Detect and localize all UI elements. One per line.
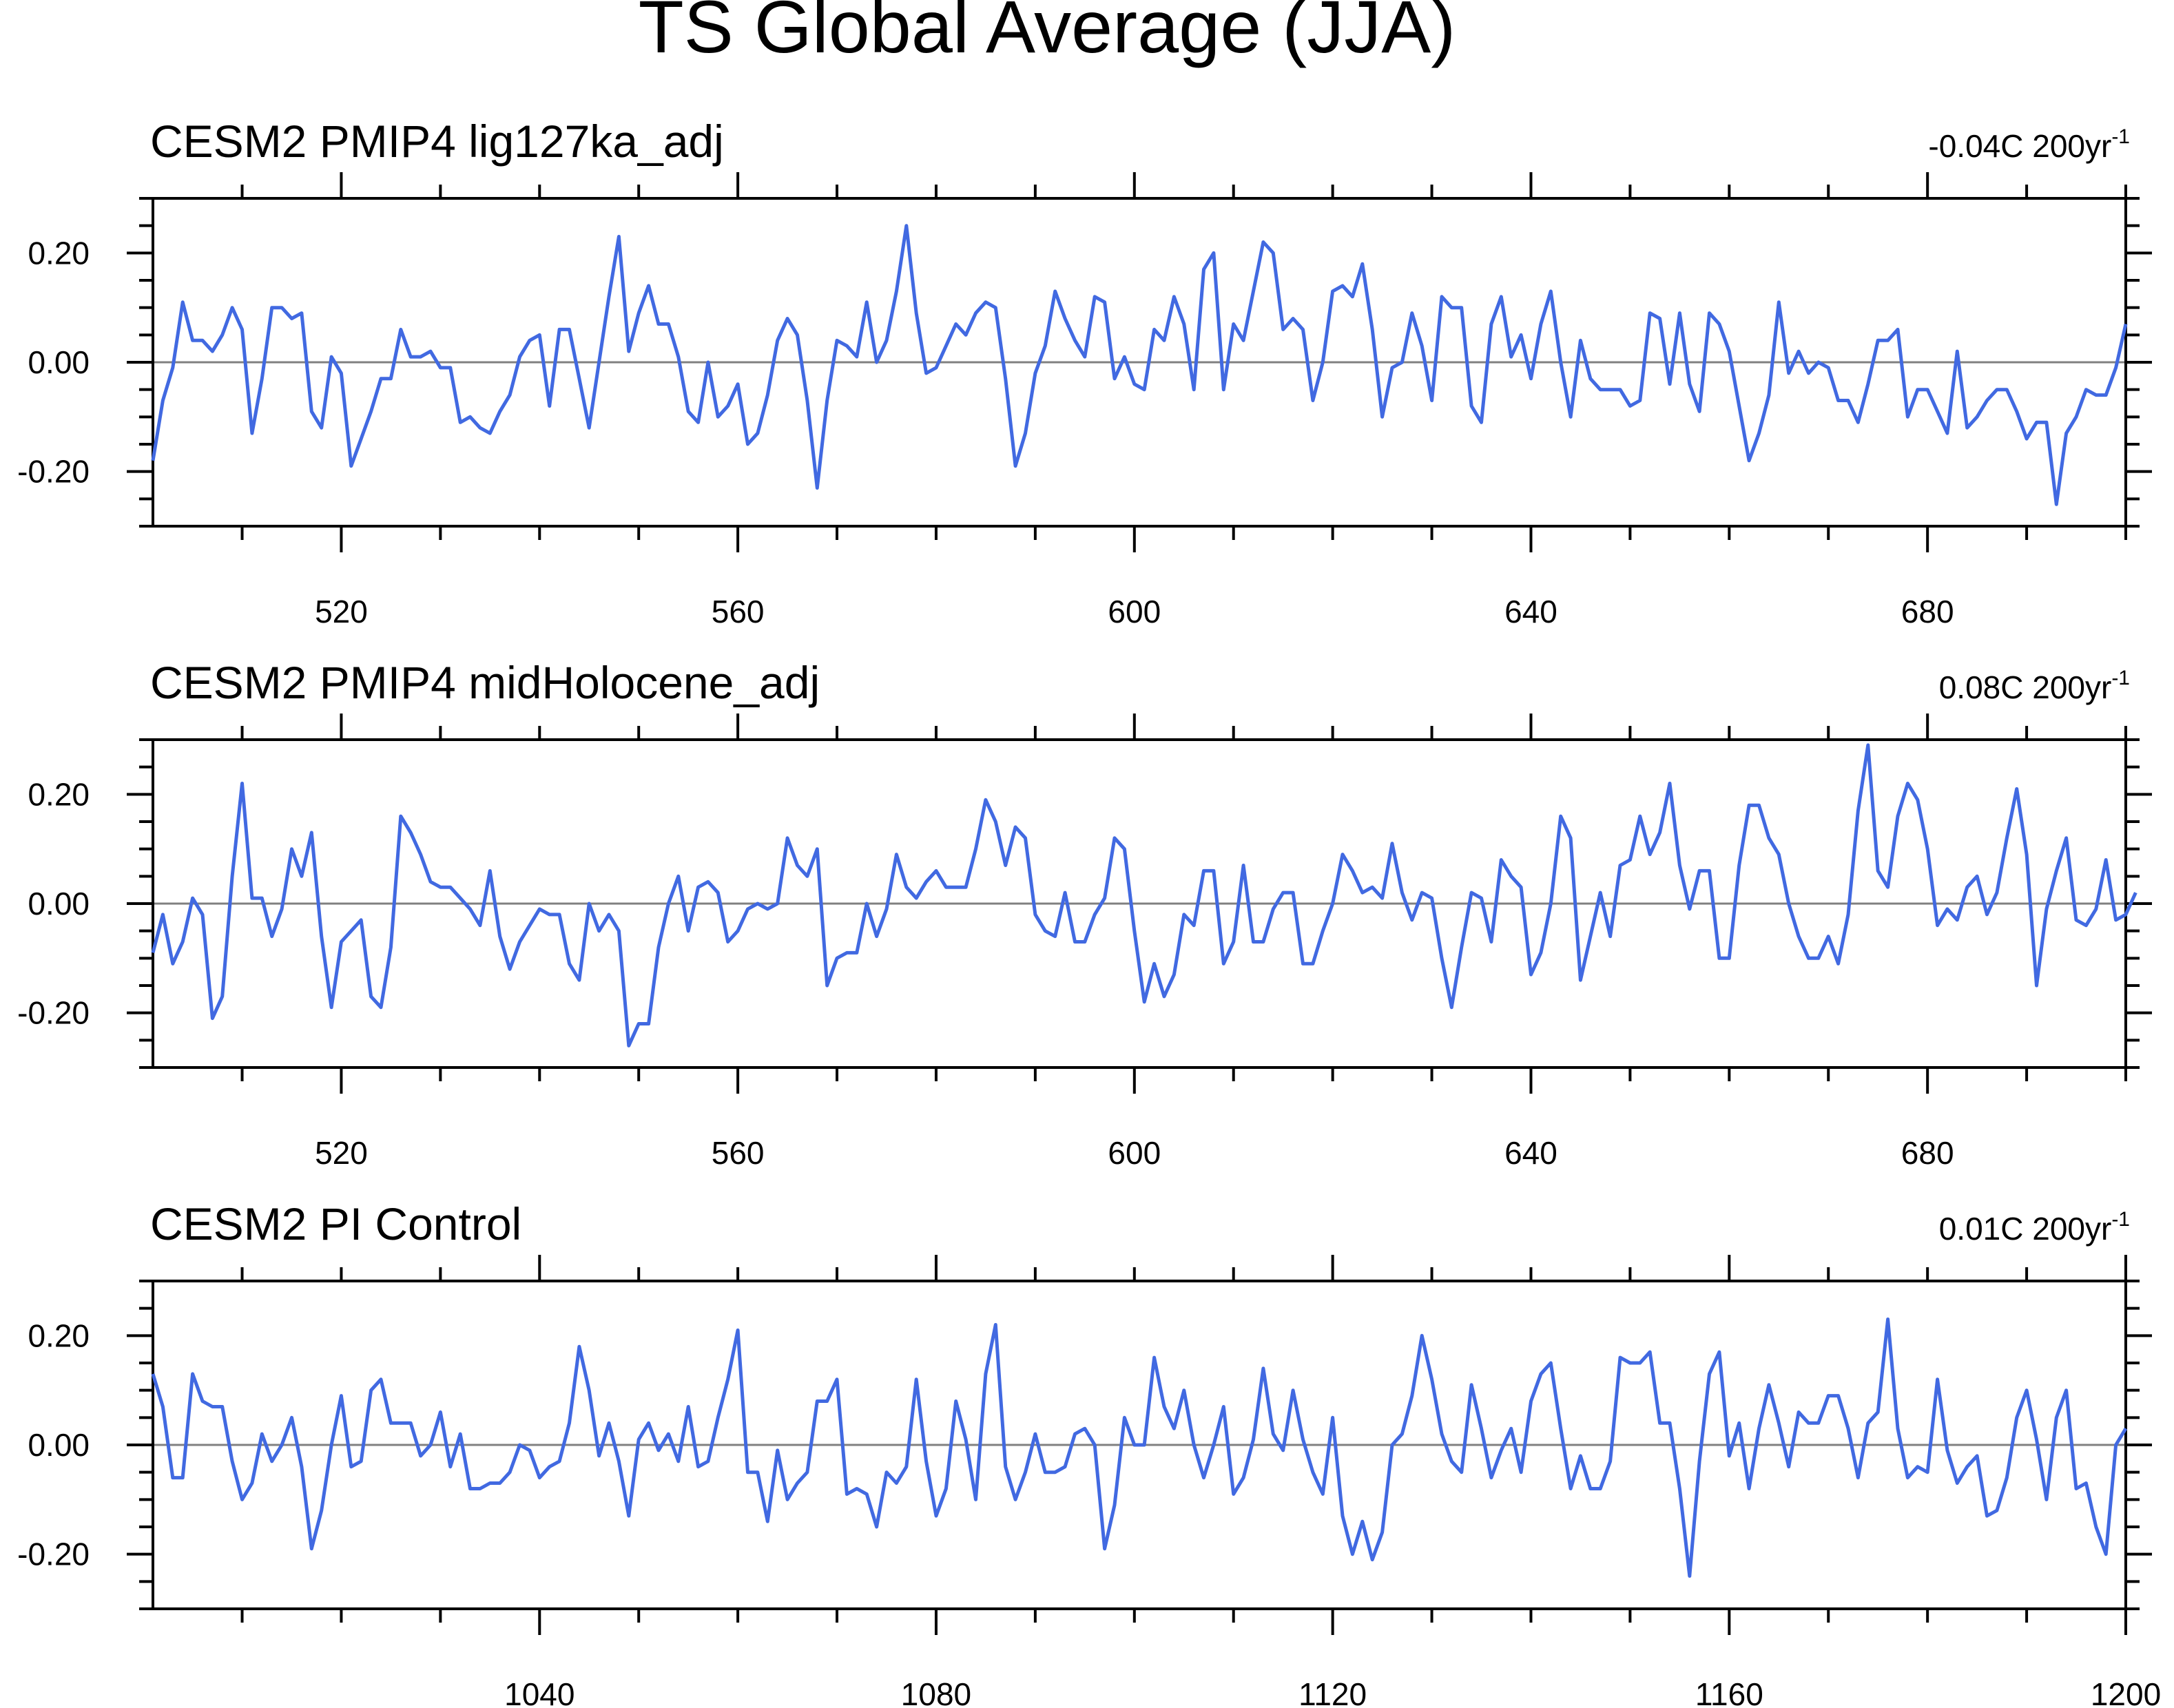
y-tick-label: -0.20 xyxy=(17,1537,90,1572)
x-tick-label: 640 xyxy=(1504,1135,1557,1171)
x-tick-label: 520 xyxy=(315,1135,368,1171)
series-line xyxy=(151,224,2128,506)
y-tick-label: 0.00 xyxy=(28,886,90,921)
panels: CESM2 PMIP4 lig127ka_adj -0.04C 200yr-1 52… xyxy=(17,116,2161,1708)
panel-title: CESM2 PMIP4 lig127ka_adj xyxy=(150,116,724,167)
x-tick-label: 560 xyxy=(712,594,765,629)
x-tick-label: 1080 xyxy=(901,1676,971,1708)
trend-label: 0.01C 200yr-1 xyxy=(1939,1208,2130,1247)
y-tick-label: 0.00 xyxy=(28,344,90,380)
trend-label: 0.08C 200yr-1 xyxy=(1939,667,2130,705)
y-tick-label: 0.00 xyxy=(28,1427,90,1463)
x-tick-label: 520 xyxy=(315,594,368,629)
tick-marks xyxy=(127,172,2152,552)
series-line xyxy=(151,1318,2128,1578)
y-tick-label: 0.20 xyxy=(28,776,90,812)
chart-panel-2: CESM2 PMIP4 midHolocene_adj 0.08C 200yr-1… xyxy=(17,657,2152,1171)
tick-marks xyxy=(127,1255,2152,1635)
panel-title: CESM2 PI Control xyxy=(150,1198,521,1249)
x-tick-label: 680 xyxy=(1901,594,1954,629)
x-tick-label: 680 xyxy=(1901,1135,1954,1171)
chart-panel-3: CESM2 PI Control 0.01C 200yr-1 1040 1080 112… xyxy=(17,1198,2161,1708)
x-tick-label: 640 xyxy=(1504,594,1557,629)
y-tick-label: 0.20 xyxy=(28,235,90,271)
y-tick-label: 0.20 xyxy=(28,1318,90,1353)
chart-panel-1: CESM2 PMIP4 lig127ka_adj -0.04C 200yr-1 52… xyxy=(17,116,2152,629)
x-tick-label: 1200 xyxy=(2091,1676,2161,1708)
trend-label: -0.04C 200yr-1 xyxy=(1928,125,2130,164)
x-tick-label: 600 xyxy=(1108,1135,1161,1171)
x-tick-label: 1160 xyxy=(1695,1676,1763,1708)
y-tick-label: -0.20 xyxy=(17,995,90,1031)
x-tick-label: 560 xyxy=(712,1135,765,1171)
figure-title: TS Global Average (JJA) xyxy=(639,0,1456,68)
panel-title: CESM2 PMIP4 midHolocene_adj xyxy=(150,657,820,708)
x-tick-label: 1120 xyxy=(1298,1676,1367,1708)
tick-marks xyxy=(127,714,2152,1094)
y-tick-label: -0.20 xyxy=(17,454,90,490)
series-line xyxy=(151,743,2137,1048)
x-tick-label: 1040 xyxy=(504,1676,574,1708)
x-tick-label: 600 xyxy=(1108,594,1161,629)
